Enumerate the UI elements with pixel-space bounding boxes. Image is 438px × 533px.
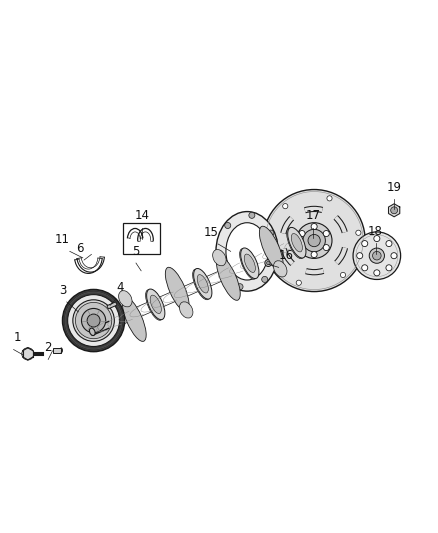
Ellipse shape — [150, 295, 161, 313]
Ellipse shape — [286, 228, 304, 259]
Circle shape — [340, 272, 346, 278]
Text: 1: 1 — [14, 332, 21, 344]
Circle shape — [67, 295, 120, 346]
Circle shape — [323, 230, 329, 237]
Circle shape — [265, 260, 272, 266]
Circle shape — [299, 245, 305, 251]
Bar — [53, 348, 61, 353]
Bar — [107, 302, 117, 309]
Circle shape — [249, 212, 255, 219]
Circle shape — [267, 246, 272, 251]
Ellipse shape — [193, 269, 210, 300]
Circle shape — [303, 229, 325, 252]
Circle shape — [225, 222, 231, 229]
Text: 4: 4 — [116, 281, 124, 294]
Ellipse shape — [241, 248, 259, 279]
Circle shape — [374, 270, 380, 276]
Ellipse shape — [165, 267, 189, 311]
Circle shape — [81, 309, 106, 333]
Ellipse shape — [99, 310, 118, 340]
Circle shape — [218, 261, 224, 267]
Ellipse shape — [103, 316, 114, 334]
Ellipse shape — [291, 233, 302, 252]
Ellipse shape — [216, 256, 240, 300]
Circle shape — [327, 196, 332, 201]
Ellipse shape — [147, 289, 165, 320]
Ellipse shape — [244, 254, 255, 272]
Circle shape — [308, 235, 320, 247]
Circle shape — [391, 253, 397, 259]
Circle shape — [386, 240, 392, 247]
Ellipse shape — [259, 226, 283, 270]
Ellipse shape — [180, 302, 193, 318]
Circle shape — [73, 300, 114, 341]
Circle shape — [311, 252, 317, 257]
Ellipse shape — [273, 261, 287, 277]
Text: 11: 11 — [55, 233, 70, 246]
Ellipse shape — [288, 228, 306, 258]
Text: 17: 17 — [306, 209, 321, 222]
Ellipse shape — [194, 269, 212, 299]
Circle shape — [323, 245, 329, 251]
Circle shape — [362, 240, 368, 247]
Ellipse shape — [216, 212, 278, 291]
Circle shape — [283, 204, 288, 209]
Circle shape — [353, 232, 401, 279]
Circle shape — [65, 292, 122, 349]
Circle shape — [296, 223, 332, 259]
Polygon shape — [389, 204, 400, 217]
Text: 6: 6 — [77, 242, 84, 255]
Ellipse shape — [89, 328, 95, 335]
Text: 15: 15 — [203, 226, 218, 239]
Circle shape — [356, 230, 361, 236]
Ellipse shape — [123, 297, 146, 342]
Circle shape — [299, 230, 305, 237]
Circle shape — [268, 230, 274, 236]
Circle shape — [362, 265, 368, 271]
Circle shape — [87, 314, 100, 327]
Circle shape — [373, 252, 381, 260]
Circle shape — [22, 348, 34, 360]
Circle shape — [267, 261, 270, 265]
Ellipse shape — [99, 310, 116, 341]
Text: 3: 3 — [60, 284, 67, 297]
Text: 16: 16 — [279, 249, 293, 262]
Text: 18: 18 — [368, 224, 383, 238]
Ellipse shape — [226, 223, 268, 280]
Circle shape — [386, 265, 392, 271]
Circle shape — [237, 284, 243, 290]
Bar — [123, 223, 159, 254]
Ellipse shape — [119, 290, 132, 307]
Circle shape — [75, 302, 112, 338]
Ellipse shape — [240, 249, 257, 279]
Circle shape — [296, 280, 301, 285]
Ellipse shape — [145, 290, 163, 320]
Text: 14: 14 — [134, 209, 149, 222]
Circle shape — [391, 207, 398, 214]
Ellipse shape — [197, 274, 208, 293]
Text: 2: 2 — [44, 341, 52, 354]
Ellipse shape — [212, 249, 226, 266]
Text: 19: 19 — [387, 181, 402, 195]
Circle shape — [374, 236, 380, 241]
Circle shape — [63, 289, 125, 352]
Circle shape — [261, 277, 268, 282]
Circle shape — [369, 248, 385, 263]
Circle shape — [357, 253, 363, 259]
Text: 5: 5 — [132, 245, 140, 258]
Circle shape — [311, 223, 317, 230]
Circle shape — [263, 190, 365, 292]
